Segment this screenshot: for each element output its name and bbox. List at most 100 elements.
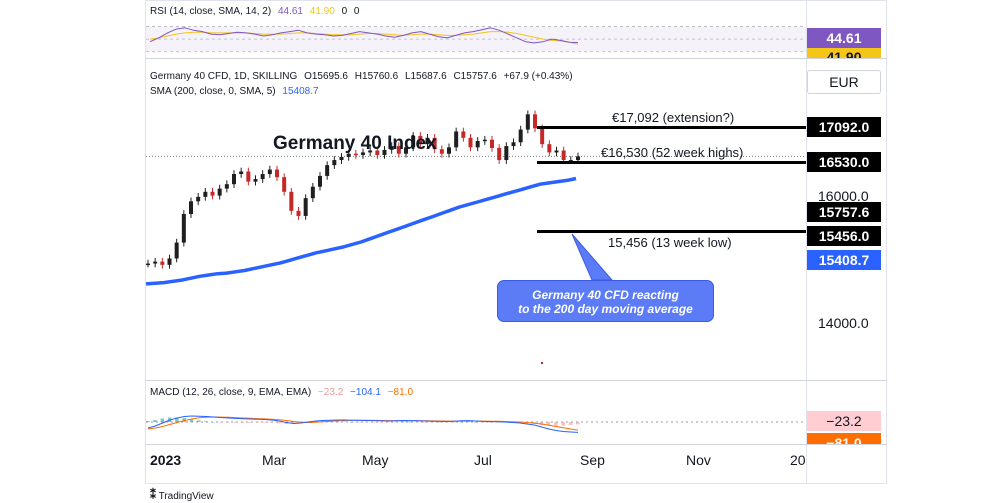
macd-histogram-bar — [488, 422, 493, 423]
macd-histogram-bar — [248, 422, 252, 423]
rsi-sma-price-label: 41.90 — [807, 48, 881, 58]
currency-button[interactable]: EUR — [807, 70, 881, 94]
rsi-plot[interactable] — [146, 14, 806, 58]
candle-body — [339, 156, 344, 161]
candle-body — [389, 146, 394, 150]
y-tick-16000: 16000.0 — [818, 188, 869, 204]
candle-body — [482, 139, 487, 142]
candle-body — [554, 150, 559, 153]
candle-body — [196, 196, 201, 202]
macd-histogram-bar — [364, 422, 369, 423]
x-tick-jul: Jul — [474, 452, 492, 468]
macd-legend-hist: −23.2 — [317, 387, 344, 398]
macd-signal-price-label: −81.0 — [807, 433, 881, 444]
rsi-legend-v4: 0 — [353, 6, 360, 17]
macd-histogram-bar — [430, 422, 434, 423]
macd-signal-line — [147, 416, 579, 431]
rsi-legend[interactable]: RSI (14, close, SMA, 14, 2) 44.61 41.90 … — [150, 6, 363, 17]
candle-body — [189, 201, 193, 215]
candle-body — [518, 129, 523, 143]
level-line-15456 — [537, 230, 806, 233]
candle-body — [282, 177, 287, 192]
macd-histogram-bar — [182, 418, 186, 422]
macd-histogram-bar — [554, 422, 558, 426]
x-tick-sep: Sep — [580, 452, 605, 468]
macd-histogram-bar — [357, 422, 361, 423]
macd-histogram-bar — [444, 422, 449, 423]
candle-body — [289, 191, 294, 211]
sma-legend-value: 15408.7 — [282, 86, 319, 97]
price-label-17092: 17092.0 — [807, 117, 881, 137]
macd-histogram-bar — [568, 422, 573, 425]
brand-logo[interactable]: ⁑ TradingView — [150, 488, 214, 502]
macd-legend-signal: −81.0 — [387, 387, 414, 398]
candle-body — [511, 142, 516, 147]
price-label-15456: 15456.0 — [807, 226, 881, 246]
price-plot[interactable] — [146, 100, 806, 380]
y-tick-14000: 14000.0 — [818, 315, 869, 331]
candle-body — [475, 141, 480, 148]
last-price-label: 15757.6 — [807, 202, 881, 222]
sma-200-line — [146, 176, 577, 286]
candle-body — [239, 171, 244, 175]
candle-body — [454, 131, 459, 148]
macd-histogram-bar — [204, 421, 208, 422]
macd-plot[interactable] — [146, 398, 806, 444]
candle-body — [504, 146, 509, 161]
price-scale-divider — [806, 0, 807, 484]
brand-name: TradingView — [158, 491, 214, 502]
x-tick-20: 20 — [790, 452, 806, 468]
macd-legend[interactable]: MACD (12, 26, close, 9, EMA, EMA) −23.2 … — [150, 387, 417, 398]
rsi-pane-separator[interactable] — [145, 58, 887, 59]
candle-body — [361, 152, 365, 155]
ohlc-change: +67.9 (+0.43%) — [503, 71, 573, 82]
price-legend[interactable]: Germany 40 CFD, 1D, SKILLING O15695.6 H1… — [150, 71, 577, 82]
candle-body — [547, 144, 552, 153]
ohlc-close: C15757.6 — [453, 71, 497, 82]
candle-body — [310, 186, 315, 199]
candle-body — [418, 135, 423, 145]
level-line-17092 — [537, 126, 806, 129]
ohlc-open: O15695.6 — [304, 71, 348, 82]
ohlc-low: L15687.6 — [404, 71, 447, 82]
candle-body — [318, 175, 322, 187]
candle-body — [174, 242, 179, 259]
macd-histogram-bar — [466, 421, 471, 423]
macd-histogram-bar — [473, 422, 478, 423]
rsi-legend-v3: 0 — [341, 6, 348, 17]
macd-histogram-bar — [211, 422, 216, 423]
candle-body — [217, 188, 222, 196]
ohlc-high: H15760.6 — [354, 71, 399, 82]
macd-histogram-bar — [393, 422, 398, 423]
macd-histogram-bar — [408, 421, 412, 423]
macd-histogram-bar — [269, 422, 274, 423]
macd-histogram-bar — [284, 422, 288, 424]
candle-body — [160, 261, 165, 265]
macd-line — [147, 415, 579, 433]
x-tick-2023: 2023 — [150, 452, 182, 468]
rsi-legend-sma: 41.90 — [309, 6, 335, 17]
annotation-callout[interactable]: Germany 40 CFD reacting to the 200 day m… — [497, 280, 714, 322]
candle-body — [246, 171, 251, 182]
macd-legend-macd: −104.1 — [350, 387, 381, 398]
rsi-legend-name: RSI (14, close, SMA, 14, 2) — [150, 6, 272, 17]
macd-histogram-bar — [350, 421, 354, 423]
x-tick-nov: Nov — [686, 452, 711, 468]
candle-body — [146, 263, 150, 266]
candle-body — [447, 147, 451, 154]
sma-legend[interactable]: SMA (200, close, 0, SMA, 5) 15408.7 — [150, 86, 323, 97]
candle-body — [439, 149, 444, 154]
macd-pane-separator[interactable] — [145, 380, 887, 381]
candle-body — [432, 137, 437, 150]
macd-histogram-bar — [255, 422, 259, 423]
rsi-legend-value: 44.61 — [277, 6, 303, 17]
macd-legend-name: MACD (12, 26, close, 9, EMA, EMA) — [150, 387, 312, 398]
macd-histogram-bar — [262, 422, 267, 423]
macd-histogram-bar — [342, 421, 347, 422]
macd-histogram-bar — [561, 422, 565, 426]
price-label-16530: 16530.0 — [807, 152, 881, 172]
candle-body — [461, 131, 466, 138]
symbol-label: Germany 40 CFD, 1D, SKILLING — [150, 71, 298, 82]
stray-marker — [541, 362, 543, 364]
macd-histogram-bar — [189, 419, 194, 422]
